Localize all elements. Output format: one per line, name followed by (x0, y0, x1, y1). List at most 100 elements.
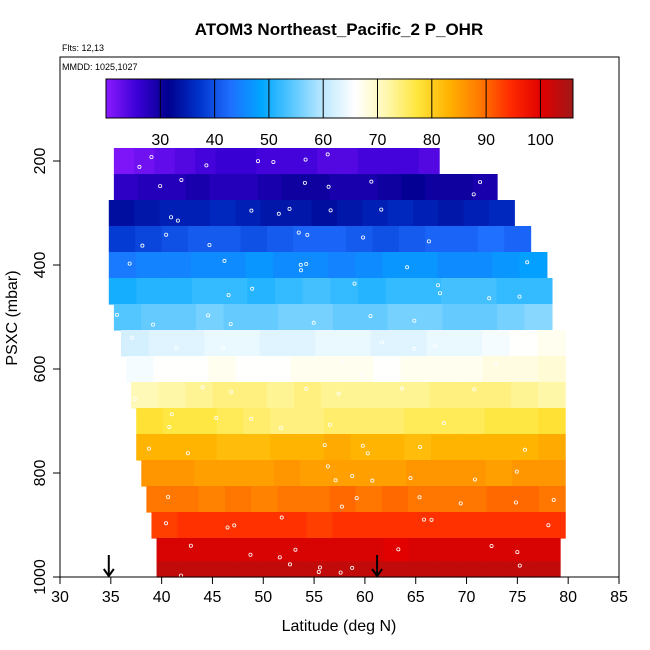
heatmap-cell (329, 174, 354, 201)
sample-point (365, 451, 370, 456)
x-tick-label: 50 (254, 589, 272, 606)
sample-point (408, 476, 413, 481)
heatmap-cell (266, 226, 294, 253)
heatmap-cell (323, 434, 352, 461)
heatmap-cell (524, 304, 553, 331)
heatmap-cell (434, 486, 462, 513)
heatmap-cells (108, 148, 566, 578)
heatmap-cell (460, 486, 488, 513)
heatmap-cell (432, 460, 460, 487)
heatmap-cell (329, 486, 357, 513)
sample-point (412, 346, 417, 351)
heatmap-cell (323, 408, 352, 435)
heatmap-cell (539, 512, 566, 539)
sample-point (396, 547, 401, 552)
sample-point (166, 494, 171, 499)
heatmap-cell (273, 252, 302, 279)
heatmap-cell (281, 174, 307, 201)
heatmap-cell (260, 200, 287, 227)
heatmap-cell (404, 408, 432, 435)
colorbar-tick-label: 100 (527, 132, 554, 149)
heatmap-cell (190, 252, 219, 279)
sample-point (326, 184, 331, 189)
heatmap-cell (372, 226, 400, 253)
sample-point (279, 515, 284, 520)
heatmap-cell (377, 174, 402, 201)
heatmap-cell (509, 561, 536, 578)
heatmap-cell (463, 200, 490, 227)
heatmap-cell (108, 252, 137, 279)
heatmap-cell (435, 512, 463, 539)
heatmap-cell (404, 434, 432, 461)
heatmap-cell (441, 278, 470, 305)
heatmap-cell (370, 330, 400, 357)
heatmap-cell (431, 408, 459, 435)
heatmap-cell (276, 148, 298, 175)
heatmap-cell (538, 460, 566, 487)
heatmap-cell (408, 486, 435, 513)
heatmap-cell (406, 460, 434, 487)
heatmap-cell (355, 252, 384, 279)
heatmap-cell (296, 148, 318, 175)
heatmap-cell (429, 382, 458, 409)
heatmap-cell (195, 148, 217, 175)
heatmap-cell (383, 561, 410, 578)
heatmap-cell (206, 561, 233, 578)
heatmap-cell (524, 278, 553, 305)
sample-point (174, 345, 179, 350)
heatmap-cell (174, 148, 196, 175)
heatmap-cell (350, 434, 379, 461)
sample-point (338, 570, 343, 575)
heatmap-cell (215, 148, 237, 175)
sample-point (350, 565, 355, 570)
heatmap-cell (425, 174, 450, 201)
heatmap-cell (353, 174, 378, 201)
heatmap-cell (511, 434, 539, 461)
heatmap-cell (398, 226, 426, 253)
heatmap-cell (459, 561, 485, 578)
heatmap-cell (232, 561, 259, 578)
sample-point (226, 293, 231, 298)
y-tick-label: 400 (32, 252, 49, 279)
heatmap-cell (108, 200, 135, 227)
sample-point (489, 543, 494, 548)
sample-point (437, 291, 442, 296)
heatmap-cell (290, 356, 319, 383)
heatmap-cell (537, 330, 566, 357)
heatmap-cell (326, 460, 354, 487)
heatmap-cell (375, 382, 403, 409)
heatmap-cell (412, 200, 439, 227)
sample-point (546, 523, 551, 528)
sample-point (279, 425, 284, 430)
sample-point (472, 477, 477, 482)
sample-point (412, 318, 417, 323)
colorbar-tick-label: 50 (260, 132, 278, 149)
heatmap-cell (270, 434, 298, 461)
sample-point (317, 565, 322, 570)
heatmap-cell (243, 434, 271, 461)
heatmap-cell (510, 382, 539, 409)
sample-point (169, 215, 174, 220)
heatmap-cell (274, 278, 304, 305)
heatmap-cell (277, 486, 305, 513)
heatmap-cell (220, 460, 248, 487)
heatmap-cell (481, 330, 511, 357)
sample-point (360, 443, 365, 448)
heatmap-cell (137, 174, 163, 201)
heatmap-cell (534, 561, 561, 578)
heatmap-cell (469, 304, 498, 331)
heatmap-cell (235, 148, 257, 175)
heatmap-cell (387, 304, 416, 331)
heatmap-cell (512, 486, 540, 513)
sample-point (436, 283, 441, 288)
heatmap-cell (185, 174, 211, 201)
heatmap-cell (180, 356, 209, 383)
heatmap-cell (136, 252, 165, 279)
sample-point (248, 552, 253, 557)
sample-point (188, 543, 193, 548)
sample-point (494, 361, 499, 366)
sample-point (336, 391, 341, 396)
x-tick-label: 30 (51, 589, 69, 606)
heatmap-cell (300, 252, 329, 279)
